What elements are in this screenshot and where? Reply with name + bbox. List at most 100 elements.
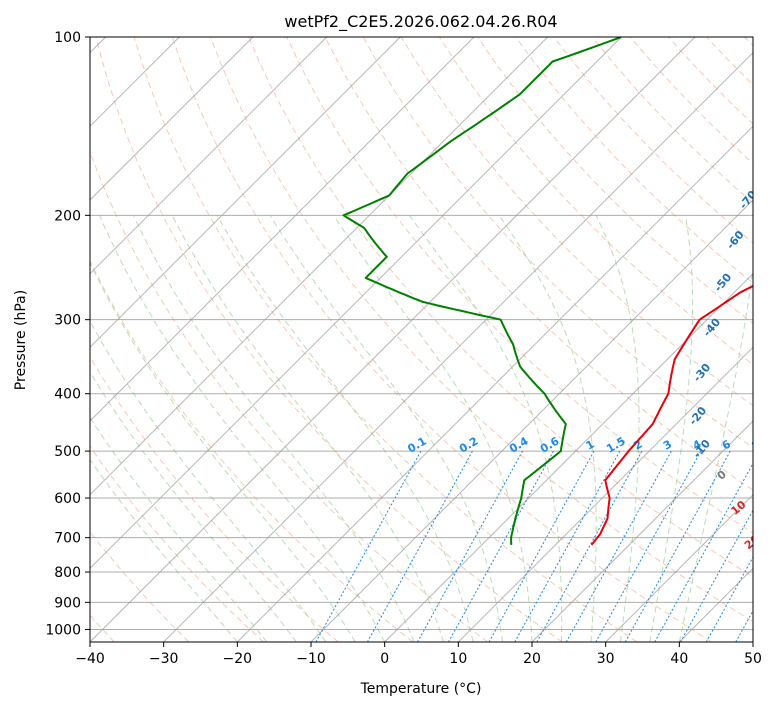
theta-e-label: -40 xyxy=(701,315,724,339)
y-tick-label: 800 xyxy=(54,565,81,581)
isotherm xyxy=(90,37,475,422)
moist-adiabat xyxy=(678,264,753,642)
moist-adiabat xyxy=(90,261,356,642)
y-tick-label: 100 xyxy=(54,30,81,46)
x-tick-label: 20 xyxy=(523,651,541,667)
moist-adiabat xyxy=(133,215,415,642)
dry-adiabat xyxy=(133,37,638,642)
mixing-ratio-line xyxy=(654,462,753,642)
mixing-ratio-line xyxy=(624,450,731,642)
moist-adiabat xyxy=(332,215,533,642)
isotherm xyxy=(605,493,753,642)
mixing-ratio-label: 0.4 xyxy=(507,434,531,455)
y-axis-label: Pressure (hPa) xyxy=(13,290,29,390)
dry-adiabat xyxy=(668,37,753,125)
x-tick-label: −40 xyxy=(75,651,105,667)
plot-frame xyxy=(89,36,754,643)
dry-adiabat xyxy=(210,37,753,623)
profile-layer xyxy=(342,37,753,546)
theta-e-label: -90 xyxy=(762,109,775,133)
theta-e-label: -20 xyxy=(686,404,709,428)
isotherm xyxy=(90,37,401,349)
mixing-ratio-line xyxy=(536,450,643,642)
mixing-ratio-label: 1.5 xyxy=(604,435,627,456)
y-tick-label: 600 xyxy=(54,491,81,507)
isotherm xyxy=(163,51,753,642)
mixing-ratio-label: 0.2 xyxy=(457,435,480,456)
y-tick-label: 1000 xyxy=(45,622,81,638)
x-tick-label: 0 xyxy=(380,651,389,667)
isotherm xyxy=(90,37,254,201)
isotherm xyxy=(90,37,549,496)
dry-adiabat xyxy=(324,37,753,491)
theta-e-label: -70 xyxy=(737,188,760,212)
mixing-ratio-line xyxy=(315,450,422,642)
mixing-ratio-line xyxy=(705,556,753,642)
moist-adiabat xyxy=(90,370,297,642)
y-tick-label: 300 xyxy=(54,313,81,329)
theta-e-label: -50 xyxy=(712,271,735,295)
isotherm xyxy=(90,37,328,275)
mixing-ratio-label: 1 xyxy=(584,438,597,453)
mixing-ratio-label: 3 xyxy=(661,438,674,453)
dewpoint-profile-line xyxy=(342,37,622,546)
y-tick-label: 400 xyxy=(54,387,81,403)
chart-title: wetPf2_C2E5.2026.062.04.26.R04 xyxy=(284,12,557,32)
dry-adiabat xyxy=(438,37,753,366)
y-tick-label: 200 xyxy=(54,208,81,224)
axis-layer: −40 −30 −20 −10 0 10 20 30 40 5010020030040050060… xyxy=(45,30,762,667)
moist-adiabat xyxy=(498,215,597,642)
mixing-ratio-line xyxy=(448,450,554,642)
dry-adiabat xyxy=(95,37,563,642)
moist-adiabat xyxy=(595,215,640,642)
dry-adiabat xyxy=(90,150,488,642)
dry-adiabat xyxy=(591,37,753,204)
x-tick-label: 30 xyxy=(597,651,615,667)
isotherm xyxy=(752,641,753,642)
y-tick-label: 700 xyxy=(54,531,81,547)
isotherm xyxy=(457,346,753,642)
dry-adiabat xyxy=(248,37,753,578)
wet-bulb-label: 20 xyxy=(742,532,762,552)
moist-adiabat xyxy=(171,215,445,642)
moist-adiabat xyxy=(90,416,268,642)
moist-adiabat xyxy=(269,215,503,642)
x-tick-label: −30 xyxy=(149,651,179,667)
x-tick-label: 50 xyxy=(744,651,762,667)
x-tick-label: 40 xyxy=(670,651,688,667)
dry-adiabat xyxy=(553,37,753,244)
y-tick-label: 900 xyxy=(54,595,81,611)
isotherm xyxy=(384,272,753,642)
isotherm xyxy=(678,567,753,642)
wet-bulb-label: 10 xyxy=(728,498,748,518)
dry-adiabat xyxy=(286,37,753,534)
mixing-ratio-line xyxy=(488,450,595,642)
dry-adiabat xyxy=(90,445,264,642)
temperature-profile-line xyxy=(590,284,753,546)
theta-e-label: -60 xyxy=(724,228,747,252)
x-tick-label: −10 xyxy=(296,651,326,667)
grid-layer xyxy=(90,37,775,642)
theta-e-label: -80 xyxy=(750,148,773,172)
moist-adiabat xyxy=(216,215,474,642)
isotherm xyxy=(90,37,622,570)
moist-adiabat xyxy=(99,215,386,642)
mixing-ratio-line xyxy=(735,609,753,642)
isotherm xyxy=(90,37,696,642)
x-axis-label: Temperature (°C) xyxy=(360,681,482,697)
dry-adiabat xyxy=(706,37,753,86)
mixing-ratio-line xyxy=(366,450,473,642)
mixing-ratio-label: 6 xyxy=(720,437,733,452)
mixing-ratio-line xyxy=(680,509,753,642)
dry-adiabat xyxy=(90,259,414,642)
mixing-ratio-label: 0.1 xyxy=(405,435,428,456)
mixing-ratio-line xyxy=(765,451,775,642)
moist-adiabat xyxy=(649,215,694,642)
isotherm xyxy=(310,199,753,642)
x-tick-label: 10 xyxy=(449,651,467,667)
dry-adiabat xyxy=(90,356,339,642)
mixing-ratio-line xyxy=(595,450,702,642)
mixing-ratio-label: 8 xyxy=(749,438,762,453)
annotation-layer: 0.10.20.40.611.52346810131620253036-100-… xyxy=(405,109,775,552)
moist-adiabat xyxy=(408,215,563,642)
